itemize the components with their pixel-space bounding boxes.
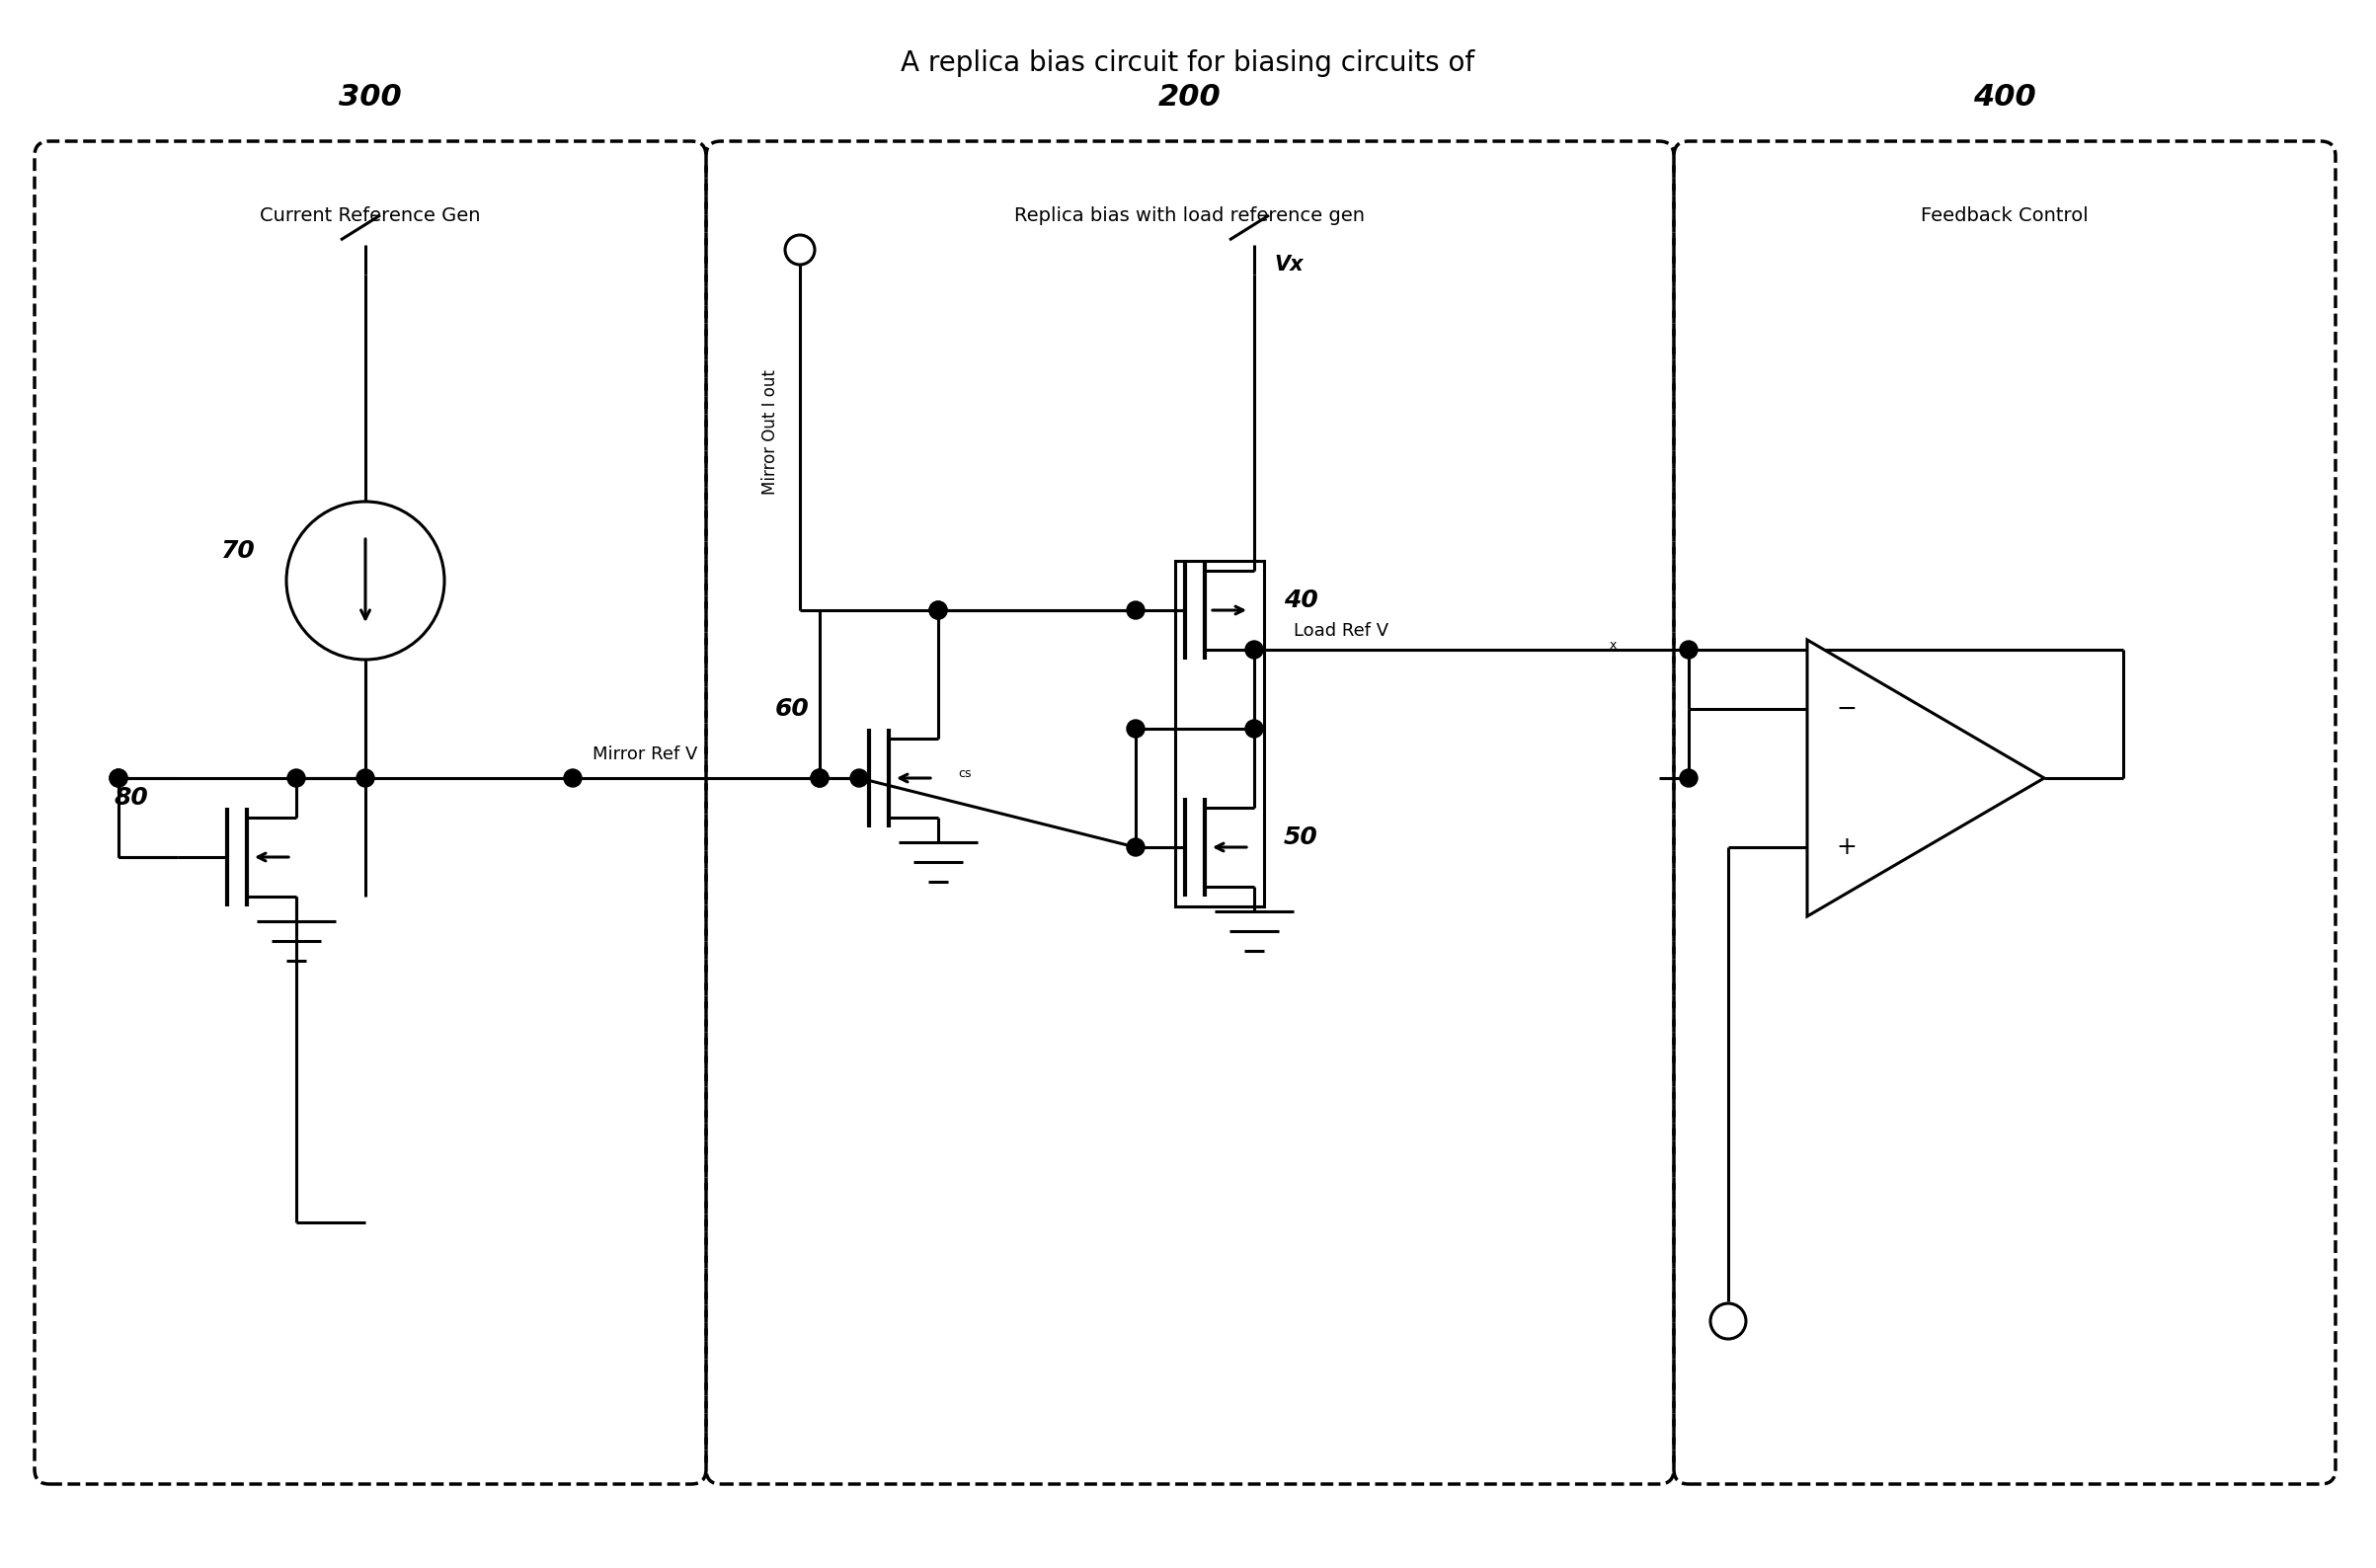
Circle shape: [563, 770, 582, 787]
Text: Mirror Ref V: Mirror Ref V: [592, 745, 699, 764]
Circle shape: [929, 602, 948, 619]
Text: Current Reference Gen: Current Reference Gen: [259, 205, 480, 224]
Text: 50: 50: [1283, 825, 1319, 850]
Circle shape: [1245, 720, 1264, 737]
Text: Mirror Out I out: Mirror Out I out: [760, 370, 779, 495]
Text: A replica bias circuit for biasing circuits of: A replica bias circuit for biasing circu…: [901, 49, 1475, 77]
Text: Replica bias with load reference gen: Replica bias with load reference gen: [1015, 205, 1366, 224]
Circle shape: [929, 602, 948, 619]
Circle shape: [109, 770, 128, 787]
Text: cs: cs: [958, 767, 972, 779]
Circle shape: [1245, 641, 1264, 659]
Text: x: x: [1609, 638, 1618, 651]
Text: 200: 200: [1159, 83, 1221, 111]
Circle shape: [810, 770, 829, 787]
Text: Feedback Control: Feedback Control: [1920, 205, 2089, 224]
Circle shape: [851, 770, 867, 787]
Bar: [1176, 561, 1264, 906]
Text: Vx: Vx: [1274, 254, 1302, 274]
Text: +: +: [1837, 836, 1858, 859]
Text: 80: 80: [114, 786, 147, 809]
Circle shape: [356, 770, 375, 787]
Text: 40: 40: [1283, 588, 1319, 612]
Text: 60: 60: [775, 698, 810, 721]
Circle shape: [1126, 720, 1145, 737]
Circle shape: [287, 770, 304, 787]
Text: Load Ref V: Load Ref V: [1293, 622, 1388, 640]
Text: 400: 400: [1972, 83, 2036, 111]
Text: 300: 300: [340, 83, 402, 111]
Circle shape: [810, 770, 829, 787]
Circle shape: [1680, 641, 1696, 659]
Text: −: −: [1837, 698, 1858, 721]
Polygon shape: [1808, 640, 2043, 916]
Circle shape: [1126, 839, 1145, 856]
Circle shape: [109, 770, 128, 787]
Text: 70: 70: [221, 539, 254, 563]
Circle shape: [1680, 770, 1696, 787]
Circle shape: [1126, 602, 1145, 619]
